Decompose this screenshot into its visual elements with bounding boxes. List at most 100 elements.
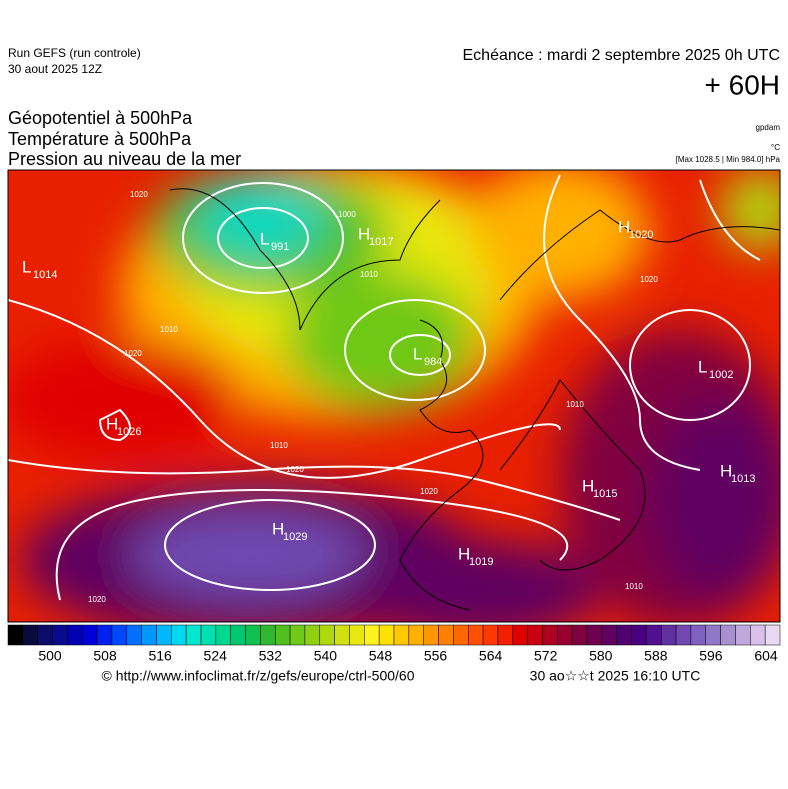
source-link[interactable]: © http://www.infoclimat.fr/z/gefs/europe…	[101, 668, 414, 684]
colorbar-swatch	[304, 624, 321, 646]
pressure-center-value: 1013	[731, 473, 755, 485]
colorbar-tick-label: 588	[644, 648, 668, 664]
pressure-center-value: 1029	[283, 531, 307, 543]
colorbar-swatch	[542, 624, 558, 646]
colorbar-swatch	[334, 624, 350, 646]
colorbar-swatch	[378, 624, 395, 646]
pressure-center-kind: L	[22, 257, 31, 276]
pressure-center-value: 984	[424, 356, 442, 368]
colorbar-swatch	[364, 624, 380, 646]
colorbar-tick-label: 540	[314, 648, 338, 664]
colorbar-swatch	[260, 624, 276, 646]
isobar-label: 1020	[88, 595, 106, 604]
colorbar-swatch	[141, 624, 157, 646]
colorbar-swatch	[185, 624, 202, 646]
colorbar-swatch	[631, 624, 647, 646]
colorbar-swatch	[319, 624, 335, 646]
colorbar-swatch	[245, 624, 261, 646]
colorbar-swatch	[646, 624, 662, 646]
isobar-label: 1010	[160, 325, 178, 334]
colorbar-swatch	[571, 624, 588, 646]
isobar-label: 1010	[270, 441, 288, 450]
colorbar-tick-label: 516	[148, 648, 172, 664]
colorbar-swatch	[171, 624, 187, 646]
colorbar-tick-label: 580	[589, 648, 613, 664]
colorbar-swatch	[482, 624, 499, 646]
colorbar-tick-label: 548	[369, 648, 393, 664]
colorbar-swatch	[467, 624, 484, 646]
colorbar-swatch	[750, 624, 766, 646]
colorbar: 500 508 516 524 532 540 548 556 564 572 580 588 596 6…	[7, 624, 781, 664]
field-title: Pression au niveau de la mer	[8, 149, 241, 169]
colorbar-swatch	[453, 624, 469, 646]
pressure-center-kind: L	[260, 229, 269, 248]
pressure-center-kind: H	[618, 217, 630, 236]
colorbar-swatch	[735, 624, 751, 646]
unit: °C	[771, 143, 780, 152]
colorbar-swatch	[408, 624, 424, 646]
colorbar-tick-label: 596	[699, 648, 723, 664]
colorbar-swatch	[67, 624, 83, 646]
pressure-center-value: 1020	[629, 229, 653, 241]
pressure-center-value: 1017	[369, 236, 393, 248]
isobar-label: 1010	[360, 270, 378, 279]
colorbar-swatch	[230, 624, 246, 646]
pressure-center-kind: L	[698, 357, 707, 376]
colorbar-swatch	[289, 624, 306, 646]
colorbar-tick-label: 604	[754, 648, 778, 664]
colorbar-swatch	[7, 624, 24, 646]
unit: [Max 1028.5 | Min 984.0] hPa	[676, 155, 781, 164]
field-title: Température à 500hPa	[8, 129, 192, 149]
forecast-time: Echéance : mardi 2 septembre 2025 0h UTC	[463, 47, 781, 64]
colorbar-tick-label: 572	[534, 648, 558, 664]
isobar-label: 1020	[130, 190, 148, 199]
pressure-center-value: 1015	[593, 488, 617, 500]
colorbar-swatch	[586, 624, 603, 646]
colorbar-swatch	[423, 624, 439, 646]
isobar-label: 1020	[286, 465, 304, 474]
pressure-center-value: 1014	[33, 269, 57, 281]
colorbar-swatch	[349, 624, 365, 646]
colorbar-swatch	[675, 624, 692, 646]
colorbar-swatch	[497, 624, 514, 646]
colorbar-tick-label: 524	[204, 648, 228, 664]
colorbar-swatch	[37, 624, 53, 646]
colorbar-tick-label: 500	[38, 648, 62, 664]
colorbar-swatch	[705, 624, 721, 646]
pressure-center-value: 1019	[469, 556, 493, 568]
colorbar-tick-label: 556	[424, 648, 448, 664]
isobar-label: 1010	[625, 582, 643, 591]
isobar-label: 1020	[420, 487, 438, 496]
colorbar-tick-label: 564	[479, 648, 503, 664]
colorbar-swatch	[200, 624, 217, 646]
pressure-center-kind: H	[272, 519, 284, 538]
pressure-center-kind: L	[413, 344, 422, 363]
colorbar-tick-label: 508	[93, 648, 117, 664]
colorbar-swatch	[52, 624, 68, 646]
colorbar-swatch	[764, 624, 781, 646]
colorbar-swatch	[81, 624, 98, 646]
isobar-label: 1020	[124, 349, 142, 358]
colorbar-swatch	[690, 624, 707, 646]
colorbar-swatch	[96, 624, 113, 646]
pressure-center-kind: H	[582, 476, 594, 495]
map-frame	[7, 169, 781, 623]
coastlines	[169, 188, 780, 611]
pressure-center-value: 991	[271, 241, 289, 253]
field-title: Géopotentiel à 500hPa	[8, 108, 193, 128]
colorbar-swatch	[557, 624, 573, 646]
pressure-center-value: 1026	[117, 426, 141, 438]
pressure-center-kind: H	[720, 461, 732, 480]
pressure-center-value: 1002	[709, 369, 733, 381]
isobar-label: 1010	[566, 400, 584, 409]
colorbar-swatch	[512, 624, 528, 646]
colorbar-swatch	[156, 624, 172, 646]
colorbar-swatch	[720, 624, 736, 646]
isobar-label: 1000	[338, 210, 356, 219]
colorbar-tick-label: 532	[259, 648, 283, 664]
colorbar-swatch	[601, 624, 617, 646]
pressure-center-kind: H	[106, 414, 118, 433]
colorbar-swatch	[111, 624, 128, 646]
